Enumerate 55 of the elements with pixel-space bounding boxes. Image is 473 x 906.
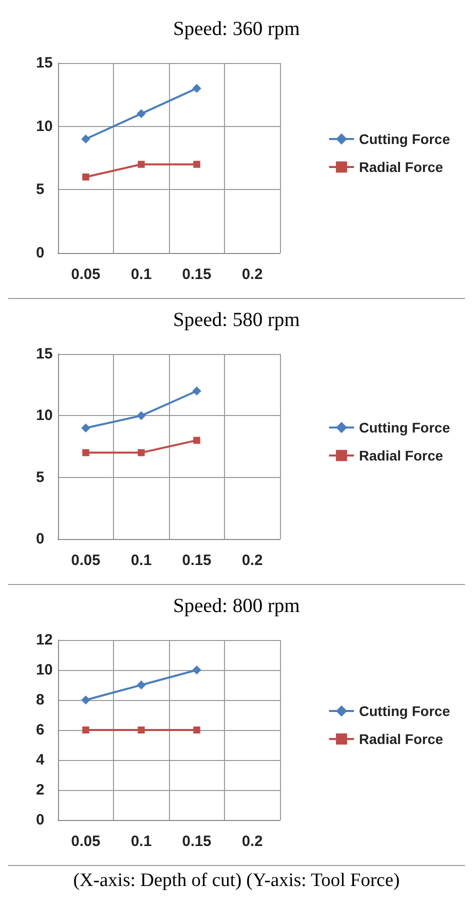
y-tick-label: 10 — [36, 118, 53, 135]
x-tick-label: 0.1 — [130, 552, 152, 569]
y-tick-label: 0 — [36, 812, 44, 828]
y-tick-label: 15 — [36, 346, 53, 362]
x-tick-label: 0.05 — [71, 266, 100, 283]
point — [138, 449, 145, 456]
y-tick-label: 8 — [36, 692, 44, 708]
chart-title: Speed: 580 rpm — [173, 309, 300, 331]
y-tick-label: 10 — [36, 407, 53, 424]
y-tick-label: 12 — [36, 632, 53, 648]
point — [138, 726, 145, 734]
x-tick-label: 0.05 — [71, 833, 100, 850]
x-tick-label: 0.2 — [242, 266, 263, 283]
point — [82, 726, 90, 734]
x-tick-label: 0.1 — [130, 266, 152, 283]
point — [192, 666, 202, 674]
chart-title: Speed: 360 rpm — [173, 18, 300, 40]
point — [81, 134, 90, 144]
point — [192, 84, 202, 93]
y-tick-label: 10 — [36, 662, 53, 678]
point — [136, 109, 146, 118]
point — [136, 680, 146, 690]
point — [81, 696, 90, 704]
legend-label: Radial Force — [359, 448, 444, 464]
legend-label: Cutting Force — [359, 703, 450, 719]
x-tick-label: 0.2 — [242, 552, 263, 569]
x-tick-label: 0.15 — [182, 552, 212, 569]
x-tick-label: 0.05 — [71, 552, 100, 569]
y-tick-label: 5 — [36, 468, 44, 486]
point — [136, 411, 146, 420]
point — [82, 449, 90, 456]
y-tick-label: 5 — [36, 181, 44, 198]
y-tick-label: 0 — [36, 244, 44, 262]
point — [81, 424, 90, 432]
y-tick-label: 0 — [36, 530, 44, 548]
legend-label: Cutting Force — [359, 420, 450, 436]
point — [193, 160, 200, 168]
y-tick-label: 6 — [36, 722, 44, 738]
point — [82, 174, 90, 180]
x-tick-label: 0.15 — [182, 833, 212, 850]
legend-label: Cutting Force — [359, 131, 450, 147]
point — [138, 160, 145, 168]
y-tick-label: 4 — [36, 752, 45, 768]
x-tick-label: 0.15 — [182, 266, 212, 283]
y-tick-label: 2 — [36, 782, 44, 798]
point — [192, 386, 202, 396]
point — [193, 726, 200, 734]
chart-title: Speed: 800 rpm — [173, 595, 300, 617]
point — [193, 436, 200, 444]
x-tick-label: 0.2 — [242, 833, 263, 850]
legend-label: Radial Force — [359, 731, 444, 747]
text: (X-axis: Depth of cut) (Y-axis: Tool Force) — [72, 869, 401, 892]
x-tick-label: 0.1 — [130, 833, 152, 850]
y-tick-label: 15 — [36, 54, 53, 72]
legend-label: Radial Force — [359, 159, 444, 175]
